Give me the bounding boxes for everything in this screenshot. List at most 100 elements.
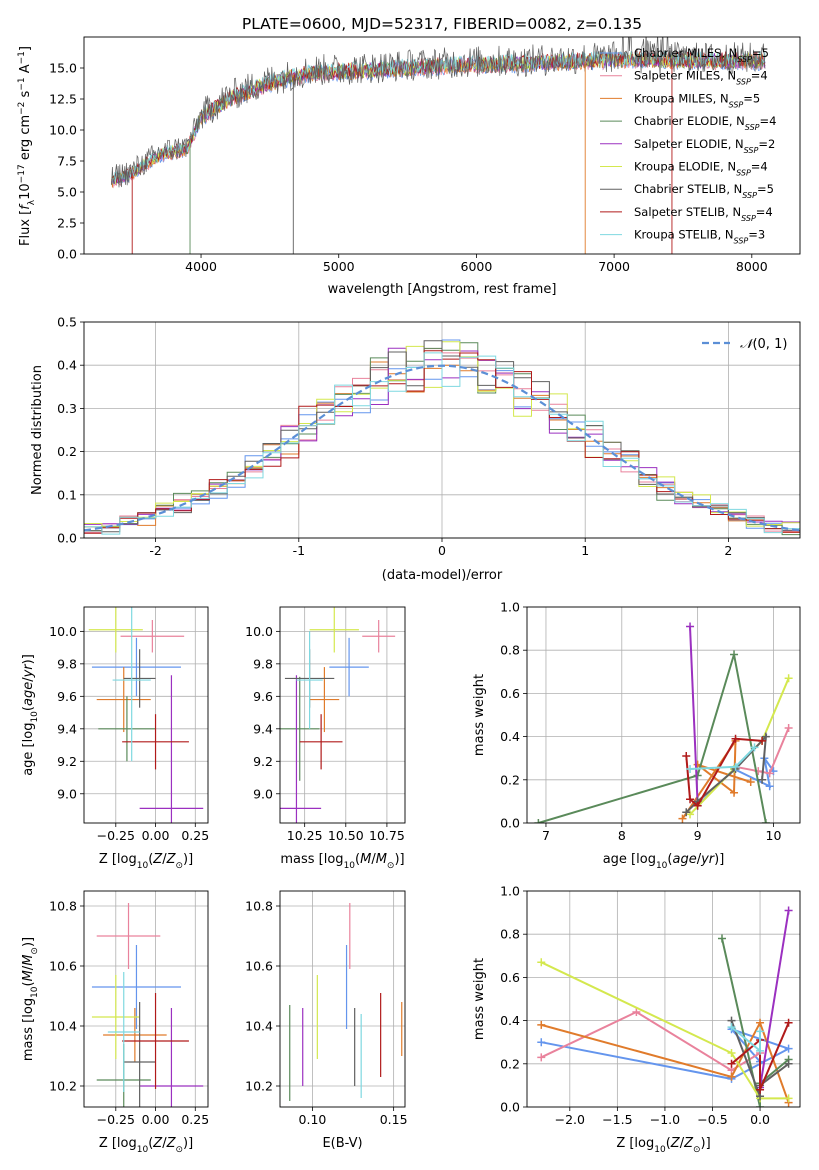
y-tick-label: 10.6 xyxy=(245,959,273,974)
y-tick-label: 0.0 xyxy=(500,1100,520,1115)
weight-marker xyxy=(756,1085,765,1094)
weight-line-stelib-salpeter xyxy=(730,1022,790,1091)
mass_vs_ebv-axes: 0.10 0.15 10.2 10.4 10.6 10.8 E(B-V) xyxy=(245,891,408,1151)
histogram-group xyxy=(84,339,800,538)
y-tick-label: 10.6 xyxy=(49,959,77,974)
y-tick-label: 9.0 xyxy=(57,786,77,801)
y-tick-label: 15.0 xyxy=(49,61,77,76)
y-tick-label: 5.0 xyxy=(57,185,77,200)
legend-label: Chabrier ELODIE, NSSP=4 xyxy=(634,114,776,132)
weight-marker xyxy=(727,1072,736,1081)
x-tick-label: 5000 xyxy=(323,259,355,274)
y-tick-label: 0.2 xyxy=(500,772,520,787)
histogram-stelib-chabrier xyxy=(84,340,800,538)
y-tick-label: 1.0 xyxy=(500,600,520,615)
weight-marker xyxy=(765,782,774,791)
legend-label: Chabrier MILES, NSSP=5 xyxy=(634,46,769,64)
age_vs_Z-points xyxy=(88,607,204,823)
weight-marker xyxy=(756,1103,765,1107)
y-tick-label: 1.0 xyxy=(500,884,520,899)
spectrum-axes: 4000 5000 6000 7000 8000 0.0 2.5 5.0 7.5 10.0 12.5… xyxy=(17,46,768,297)
x-tick-label: 0 xyxy=(438,543,446,558)
legend-label: Kroupa ELODIE, NSSP=4 xyxy=(634,160,768,178)
age_vs_mass-xlabel: mass [log10(M/M⊙)] xyxy=(280,852,404,871)
weight-line-miles-kroupa xyxy=(541,1020,790,1104)
weight-marker xyxy=(537,1053,546,1062)
y-tick-label: 9.4 xyxy=(253,721,273,736)
mass_vs_ebv-frame xyxy=(279,890,406,1108)
weight-marker xyxy=(682,752,691,761)
weight-marker xyxy=(537,958,546,967)
spectrum-xlabel: wavelength [Angstrom, rest frame] xyxy=(328,282,557,297)
x-tick-label: 0.25 xyxy=(181,828,209,843)
weight-marker xyxy=(761,819,770,823)
y-tick-label: 12.5 xyxy=(49,92,77,107)
weight-marker xyxy=(727,1049,736,1057)
weight-marker xyxy=(727,1059,736,1068)
weight-marker xyxy=(678,814,687,823)
weight-marker xyxy=(750,743,759,752)
y-tick-label: 0.8 xyxy=(500,643,520,658)
mass_vs_Z-xlabel: Z [log10(Z/Z⊙)] xyxy=(99,1136,193,1155)
y-tick-label: 10.4 xyxy=(49,1019,77,1034)
weight-line-elodie-salpeter xyxy=(759,910,790,1088)
y-tick-label: 0.0 xyxy=(57,247,77,262)
x-tick-label: −2.0 xyxy=(555,1112,585,1127)
weight_vs_Z-xlabel: Z [log10(Z/Z⊙)] xyxy=(616,1136,710,1155)
weight-marker xyxy=(758,736,767,745)
x-tick-label: 8000 xyxy=(736,259,768,274)
weight-marker xyxy=(731,734,740,743)
histogram-stelib-kroupa xyxy=(84,352,800,538)
y-tick-label: 0.6 xyxy=(500,686,520,701)
spectrum-stelib-chabrier xyxy=(111,37,766,188)
weight-marker xyxy=(784,1059,793,1068)
residuals-frame xyxy=(83,321,801,539)
weight_vs_Z-ylabel: mass weight xyxy=(472,958,487,1040)
x-tick-label: −0.25 xyxy=(97,1112,135,1127)
residuals-legend: 𝒩(0, 1) xyxy=(702,337,787,352)
x-tick-label: 7 xyxy=(542,828,550,843)
weight-marker xyxy=(686,622,695,631)
x-tick-label: 0.25 xyxy=(181,1112,209,1127)
age_vs_mass-points xyxy=(280,607,396,823)
weight-marker xyxy=(784,723,793,732)
mass_vs_ebv-xlabel: E(B-V) xyxy=(322,1136,362,1151)
y-tick-label: 0.1 xyxy=(57,487,77,502)
age_vs_Z-axes: −0.25 0.00 0.25 9.0 9.2 9.4 9.6 9.8 10.0 Z [log10… xyxy=(21,607,209,871)
spectrum-legend: Chabrier MILES, NSSP=5 Salpeter MILES, NS… xyxy=(600,46,776,245)
y-tick-label: 9.4 xyxy=(57,721,77,736)
y-tick-label: 9.2 xyxy=(57,754,77,769)
spectrum-ylabel: Flux [fλ10−17 erg cm−2 s−1 A−1] xyxy=(17,46,37,246)
weight_vs_age-xlabel: age [log10(age/yr)] xyxy=(603,852,725,871)
x-tick-label: 1 xyxy=(581,543,589,558)
mass_vs_Z-points xyxy=(91,903,204,1107)
age_vs_mass-frame xyxy=(279,606,406,824)
weight-marker xyxy=(632,1007,641,1016)
weight_vs_age-lines xyxy=(534,622,793,823)
weight-marker xyxy=(746,777,755,786)
y-tick-label: 0.8 xyxy=(500,927,520,942)
weight-marker xyxy=(784,1044,793,1053)
y-tick-label: 7.5 xyxy=(57,154,77,169)
figure-title: PLATE=0600, MJD=52317, FIBERID=0082, z=0… xyxy=(242,15,642,33)
x-tick-label: 8 xyxy=(618,828,626,843)
legend-label: Salpeter STELIB, NSSP=4 xyxy=(634,205,773,223)
weight-marker xyxy=(693,771,702,780)
weight-marker xyxy=(727,1023,736,1032)
weight_vs_Z-lines xyxy=(537,906,793,1107)
weight_vs_Z-frame xyxy=(526,890,801,1108)
weight-line-miles-salpeter xyxy=(540,1010,761,1072)
weight-marker xyxy=(730,650,739,659)
y-tick-label: 10.2 xyxy=(245,1079,273,1094)
x-tick-label: 0.10 xyxy=(299,1112,327,1127)
weight-marker xyxy=(756,1046,765,1055)
legend-label: Kroupa MILES, NSSP=5 xyxy=(634,91,760,109)
mass_vs_ebv-points xyxy=(289,903,403,1101)
x-tick-label: 2 xyxy=(724,543,732,558)
x-tick-label: 7000 xyxy=(598,259,630,274)
y-tick-label: 0.2 xyxy=(57,444,77,459)
x-tick-label: 10.50 xyxy=(328,828,364,843)
legend-label: Salpeter MILES, NSSP=4 xyxy=(634,69,768,87)
weight-marker xyxy=(756,1027,765,1036)
weight-marker xyxy=(686,765,695,773)
